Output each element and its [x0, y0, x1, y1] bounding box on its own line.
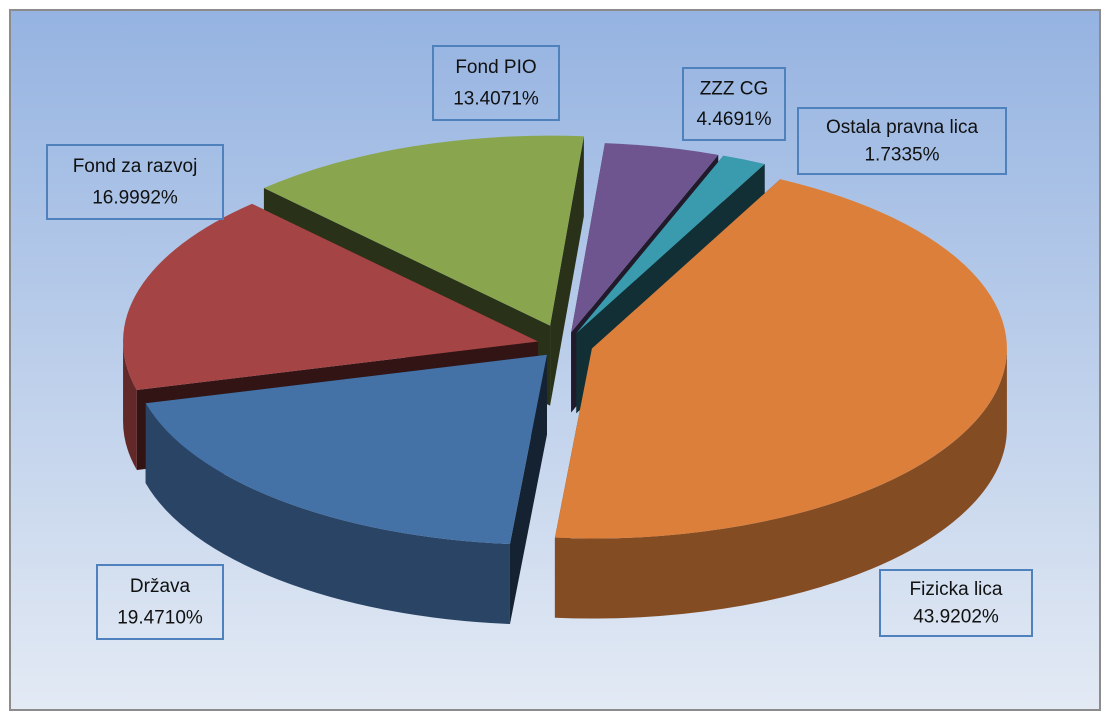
category-label: Fizicka lica — [910, 579, 1003, 600]
value-label: 16.9992% — [92, 187, 178, 208]
label-box — [432, 45, 560, 121]
label-box — [682, 67, 786, 141]
category-label: ZZZ CG — [700, 79, 769, 100]
slice-wall — [554, 348, 1007, 619]
value-label: 43.9202% — [913, 607, 999, 628]
value-label: 13.4071% — [453, 88, 539, 109]
category-label: Fond PIO — [455, 57, 536, 78]
value-label: 19.4710% — [117, 607, 203, 628]
category-label: Država — [130, 576, 191, 597]
slice-top — [576, 155, 765, 334]
value-label: 1.7335% — [864, 145, 939, 166]
label-box — [797, 107, 1007, 175]
value-label: 4.4691% — [696, 109, 771, 130]
slice-wall — [123, 341, 137, 471]
category-label: Ostala pravna lica — [826, 117, 979, 138]
pie-slice — [554, 179, 1007, 619]
slice-top — [571, 143, 719, 333]
slice-top — [123, 203, 539, 391]
label-box — [879, 569, 1033, 637]
label-box — [46, 144, 224, 220]
slice-top — [554, 179, 1007, 539]
slice-top — [263, 135, 584, 326]
pie-slice — [145, 354, 547, 625]
slice-side — [550, 136, 584, 406]
label-box — [96, 564, 224, 640]
slice-wall — [145, 403, 510, 625]
slice-top — [145, 354, 547, 545]
category-label: Fond za razvoj — [73, 156, 198, 177]
